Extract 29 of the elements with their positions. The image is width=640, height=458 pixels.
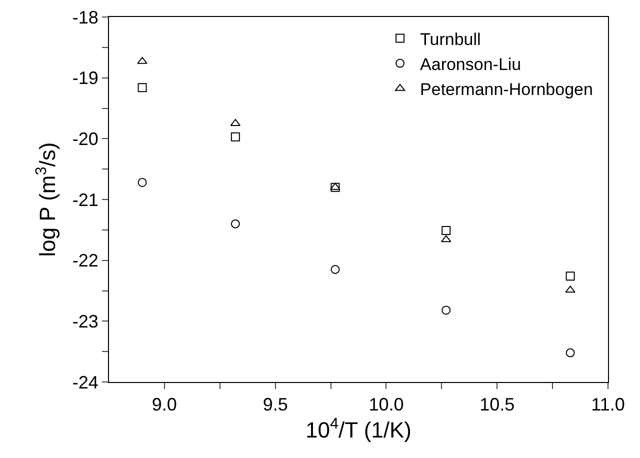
x-tick-label: 9.5 xyxy=(262,394,288,415)
y-tick-label: -19 xyxy=(72,68,98,88)
point xyxy=(442,306,451,315)
point xyxy=(442,226,451,236)
legend-label: Turnbull xyxy=(420,30,481,49)
x-tick-label: 10.5 xyxy=(480,394,515,415)
point xyxy=(330,182,340,190)
point xyxy=(566,348,575,358)
point xyxy=(138,178,147,187)
x-axis-title: 10$^{4}$/T (1/K) xyxy=(306,415,412,442)
y-tick-label: -18 xyxy=(72,7,98,28)
point xyxy=(137,56,148,64)
point xyxy=(138,83,147,92)
y-tick-label: -20 xyxy=(72,128,98,149)
point xyxy=(330,182,340,192)
y-tick-label: -22 xyxy=(72,250,98,271)
x-tick-label: 10.0 xyxy=(368,394,404,415)
y-tick-label: -24 xyxy=(72,372,98,392)
point xyxy=(230,132,240,142)
point xyxy=(566,272,575,281)
point xyxy=(565,286,576,293)
y-tick-label: -23 xyxy=(72,311,98,332)
point xyxy=(330,264,340,274)
x-tick-label: 11.0 xyxy=(591,394,625,415)
y-tick-label: -21 xyxy=(72,190,98,210)
legend-label: Aaronson-Liu xyxy=(420,54,522,74)
legend-label: Petermann-Hornbogen xyxy=(420,80,593,100)
x-tick-label: 9.0 xyxy=(152,394,177,415)
point xyxy=(230,219,240,228)
